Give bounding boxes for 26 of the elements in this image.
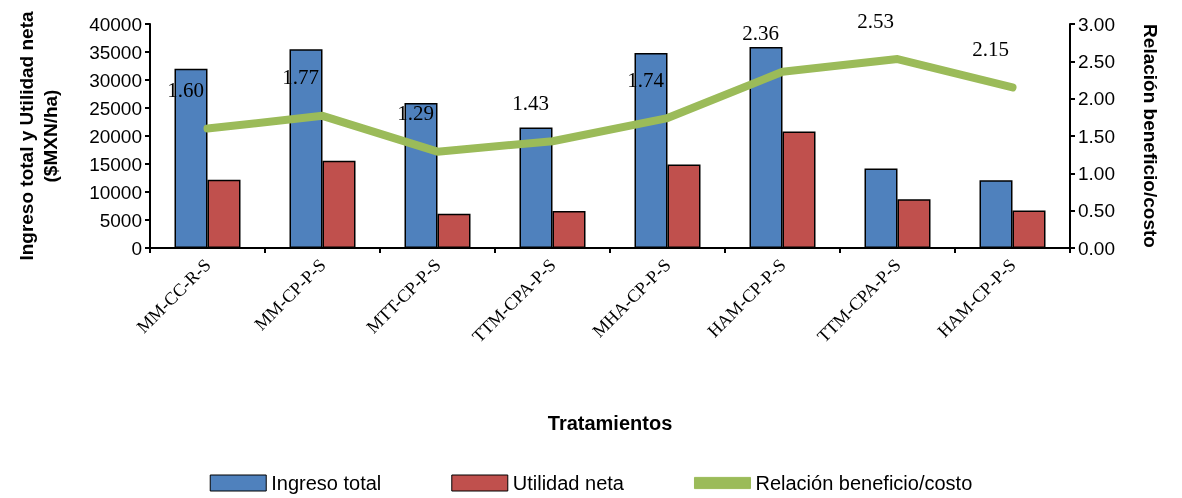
- data-label: 2.53: [857, 8, 894, 33]
- y2-tick-label: 2.00: [1078, 88, 1115, 110]
- y-tick-label: 30000: [89, 69, 142, 91]
- y-tick-label: 20000: [89, 125, 142, 147]
- y-tick-label: 25000: [89, 97, 142, 119]
- y2-tick-label: 0.50: [1078, 200, 1115, 222]
- y2-tick-label: 1.00: [1078, 162, 1115, 184]
- y-tick-label: 10000: [89, 181, 142, 203]
- legend-label: Ingreso total: [271, 472, 382, 494]
- legend-label: Utilidad neta: [512, 472, 625, 494]
- y2-axis-title: Relación beneficio/costo: [1139, 24, 1161, 248]
- y-tick-label: 5000: [99, 209, 142, 231]
- x-axis-title: Tratamientos: [547, 412, 673, 434]
- y2-tick-label: 3.00: [1078, 13, 1115, 35]
- y-axis-title: Ingreso total y Utilidad neta ($MXN/ha): [15, 11, 61, 261]
- y2-tick-label: 2.50: [1078, 50, 1115, 72]
- y-tick-label: 15000: [89, 153, 142, 175]
- data-label: 2.36: [742, 21, 779, 46]
- legend-label: Relación beneficio/costo: [755, 472, 973, 494]
- data-label: 2.15: [972, 36, 1009, 61]
- y-tick-label: 40000: [89, 13, 142, 35]
- y2-tick-label: 1.50: [1078, 125, 1115, 147]
- y2-tick-label: 0.00: [1078, 237, 1115, 259]
- y-tick-label: 35000: [89, 41, 142, 63]
- data-label: 1.43: [512, 90, 549, 115]
- y-tick-label: 0: [131, 237, 142, 259]
